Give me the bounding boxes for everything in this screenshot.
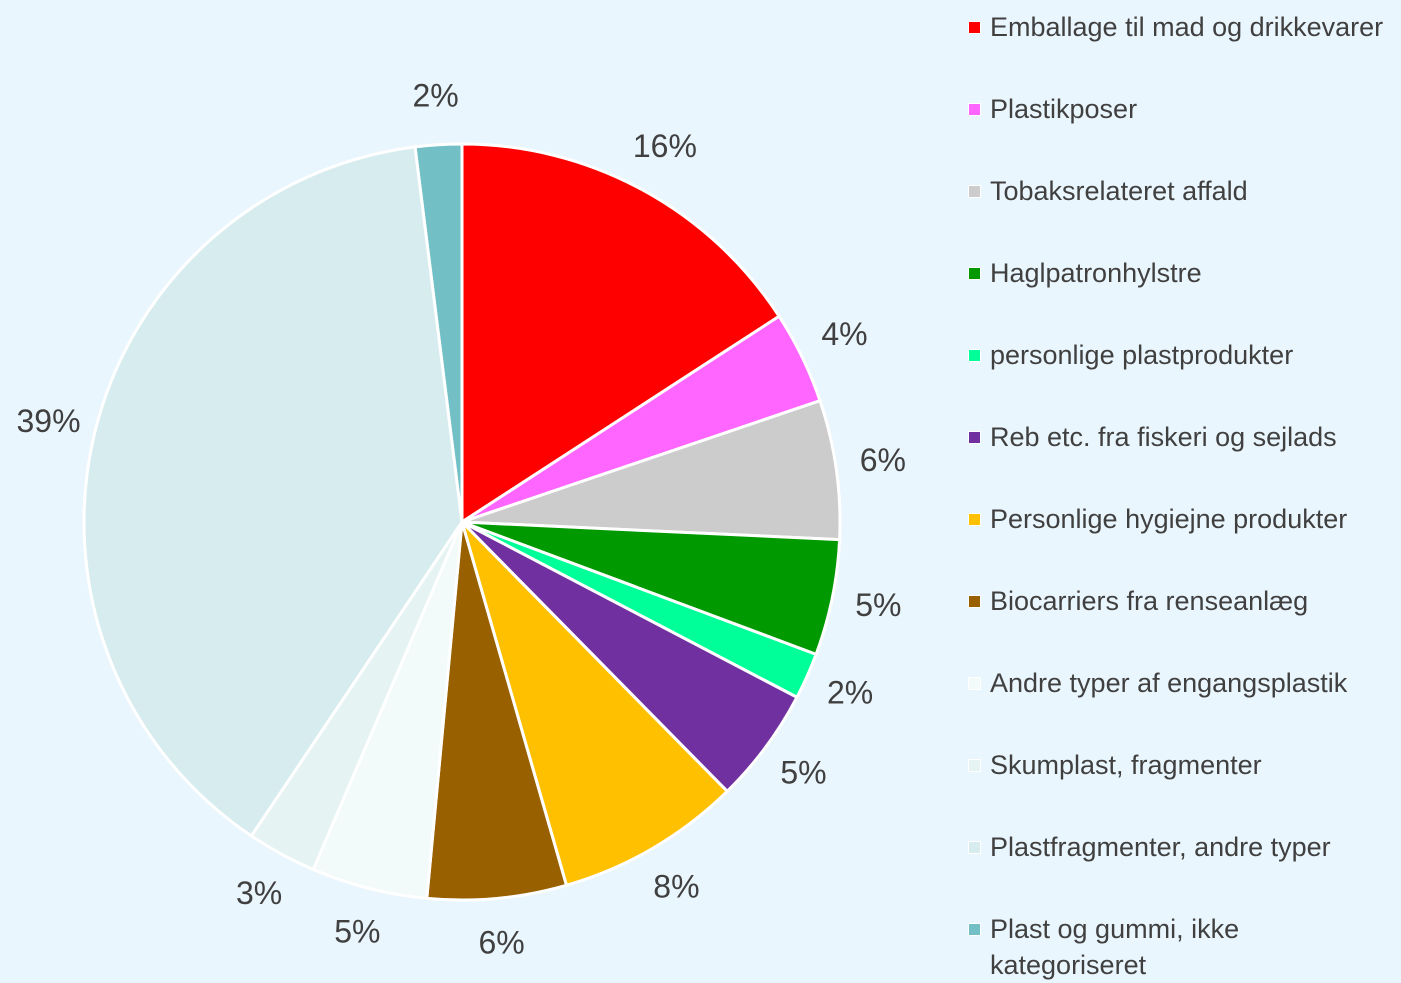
data-label: 5% bbox=[855, 587, 901, 623]
legend-label: Haglpatronhylstre bbox=[990, 258, 1202, 288]
pie-slice bbox=[82, 145, 464, 838]
pie-slice bbox=[425, 521, 569, 902]
legend-label: Emballage til mad og drikkevarer bbox=[990, 12, 1384, 42]
legend-label: Plastikposer bbox=[990, 94, 1138, 124]
legend-swatch bbox=[968, 923, 981, 936]
legend-label: Plastfragmenter, andre typer bbox=[990, 832, 1331, 862]
legend-label: Personlige hygiejne produkter bbox=[990, 504, 1348, 534]
legend-swatch bbox=[968, 21, 981, 34]
pie-slice bbox=[413, 142, 464, 523]
legend-item: Reb etc. fra fiskeri og sejlads bbox=[968, 419, 1400, 455]
legend-swatch bbox=[968, 677, 981, 690]
chart: 16% 4% 6% 5% 2% 5% 8% 6% 5% 3% 39% 2% bbox=[16, 77, 906, 961]
legend-swatch bbox=[968, 759, 981, 772]
data-label: 39% bbox=[16, 403, 80, 439]
legend-item: Plastikposer bbox=[968, 91, 1400, 127]
legend-label: Reb etc. fra fiskeri og sejlads bbox=[990, 422, 1337, 452]
data-label: 2% bbox=[412, 77, 458, 113]
legend-label: Skumplast, fragmenter bbox=[990, 750, 1262, 780]
data-label: 2% bbox=[827, 675, 873, 711]
legend-swatch bbox=[968, 431, 981, 444]
legend-swatch bbox=[968, 349, 981, 362]
legend-item: personlige plastprodukter bbox=[968, 337, 1400, 373]
legend-label: Andre typer af engangsplastik bbox=[990, 668, 1348, 698]
legend-item: Emballage til mad og drikkevarer bbox=[968, 9, 1400, 45]
data-label: 4% bbox=[821, 316, 867, 352]
pie-slice bbox=[461, 398, 842, 542]
legend-label: Plast og gummi, ikke kategoriseret bbox=[990, 914, 1240, 980]
legend-item: Skumplast, fragmenter bbox=[968, 747, 1400, 783]
legend-item: Andre typer af engangsplastik bbox=[968, 665, 1400, 701]
legend-swatch bbox=[968, 841, 981, 854]
legend-item: Plast og gummi, ikke kategoriseret bbox=[968, 911, 1400, 983]
legend-swatch bbox=[968, 267, 981, 280]
legend-swatch bbox=[968, 185, 981, 198]
data-label: 8% bbox=[653, 868, 699, 904]
legend-item: Biocarriers fra renseanlæg bbox=[968, 583, 1400, 619]
legend-swatch bbox=[968, 595, 981, 608]
legend-item: Plastfragmenter, andre typer bbox=[968, 829, 1400, 865]
legend-item: Tobaksrelateret affald bbox=[968, 173, 1400, 209]
data-label: 5% bbox=[334, 913, 380, 949]
data-label: 5% bbox=[780, 754, 826, 790]
legend-swatch bbox=[968, 103, 981, 116]
data-label: 6% bbox=[860, 442, 906, 478]
legend-item: Haglpatronhylstre bbox=[968, 255, 1400, 291]
legend-label: personlige plastprodukter bbox=[990, 340, 1294, 370]
legend-label: Biocarriers fra renseanlæg bbox=[990, 586, 1309, 616]
data-label: 3% bbox=[236, 875, 282, 911]
data-label: 6% bbox=[478, 925, 524, 961]
pie-slice bbox=[460, 520, 730, 888]
pie-slice bbox=[460, 142, 782, 525]
legend-item: Personlige hygiejne produkter bbox=[968, 501, 1400, 537]
legend-label: Tobaksrelateret affald bbox=[990, 176, 1248, 206]
legend-swatch bbox=[968, 513, 981, 526]
data-label: 16% bbox=[633, 128, 697, 164]
